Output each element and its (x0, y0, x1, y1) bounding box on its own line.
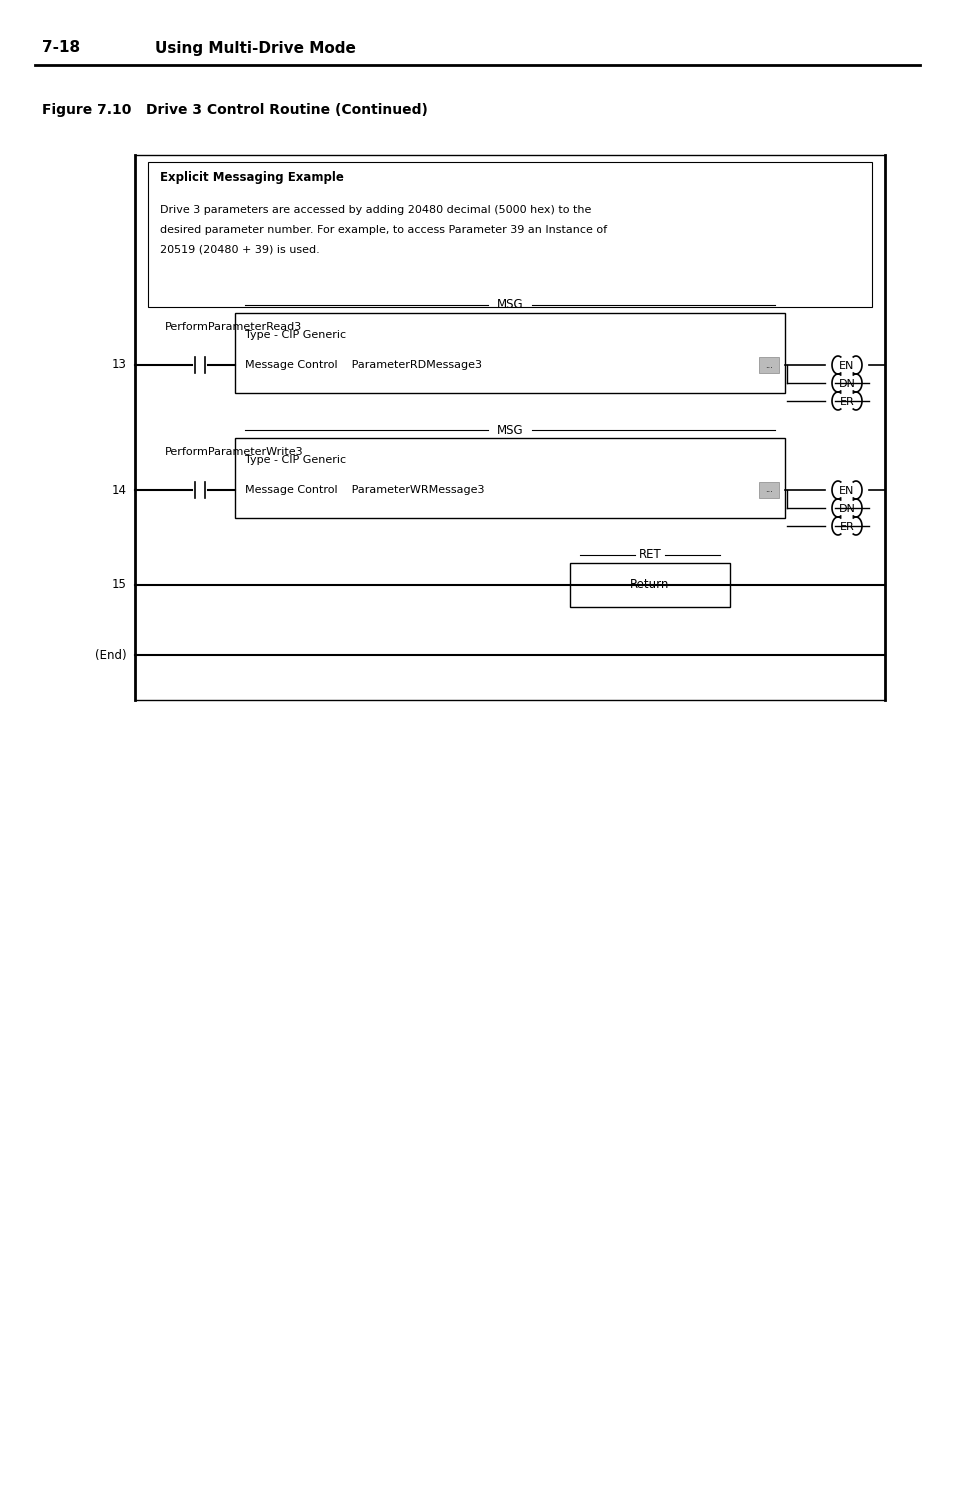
Text: DN: DN (838, 504, 855, 515)
Text: Return: Return (630, 578, 669, 592)
Bar (148, 162, 871, 306)
Text: EN: EN (839, 361, 854, 370)
Text: ...: ... (764, 360, 772, 369)
Text: DN: DN (838, 379, 855, 390)
Text: (End): (End) (95, 648, 127, 662)
Text: 15: 15 (112, 578, 127, 592)
Bar (569, 564, 729, 607)
Text: Drive 3 parameters are accessed by adding 20480 decimal (5000 hex) to the: Drive 3 parameters are accessed by addin… (160, 205, 591, 216)
Text: ER: ER (839, 397, 854, 407)
Text: 14: 14 (112, 483, 127, 497)
Text: ...: ... (764, 485, 772, 495)
Text: Message Control    ParameterRDMessage3: Message Control ParameterRDMessage3 (245, 360, 481, 370)
Text: Figure 7.10   Drive 3 Control Routine (Continued): Figure 7.10 Drive 3 Control Routine (Con… (42, 103, 428, 117)
Text: desired parameter number. For example, to access Parameter 39 an Instance of: desired parameter number. For example, t… (160, 225, 606, 235)
Text: ER: ER (839, 522, 854, 532)
Text: EN: EN (839, 486, 854, 497)
Text: Type - CIP Generic: Type - CIP Generic (245, 455, 346, 465)
Text: PerformParameterWrite3: PerformParameterWrite3 (165, 448, 303, 457)
Text: PerformParameterRead3: PerformParameterRead3 (165, 323, 302, 332)
Bar (234, 312, 784, 393)
Text: MSG: MSG (497, 424, 523, 437)
Bar (759, 482, 779, 498)
Text: Type - CIP Generic: Type - CIP Generic (245, 330, 346, 341)
Text: RET: RET (638, 549, 660, 562)
Text: Using Multi-Drive Mode: Using Multi-Drive Mode (154, 40, 355, 55)
Bar (759, 357, 779, 373)
Bar (234, 439, 784, 517)
Text: 7-18: 7-18 (42, 40, 80, 55)
Text: MSG: MSG (497, 299, 523, 311)
Text: Message Control    ParameterWRMessage3: Message Control ParameterWRMessage3 (245, 485, 484, 495)
Text: 20519 (20480 + 39) is used.: 20519 (20480 + 39) is used. (160, 245, 319, 254)
Text: Explicit Messaging Example: Explicit Messaging Example (160, 171, 343, 184)
Text: 13: 13 (112, 358, 127, 372)
